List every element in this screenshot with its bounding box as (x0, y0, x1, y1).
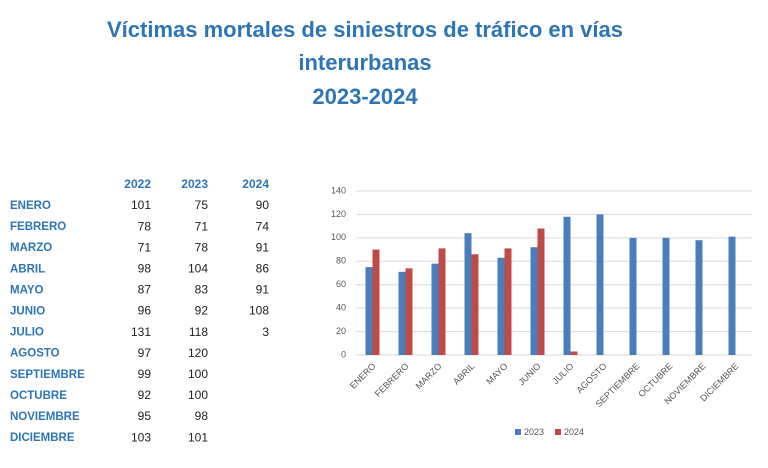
y-tick-label: 60 (336, 279, 346, 289)
table-cell: 100 (188, 367, 208, 381)
table-cell: 92 (138, 388, 152, 402)
table-cell: 75 (195, 198, 209, 212)
bar (431, 263, 439, 355)
month-label: AGOSTO (10, 348, 60, 360)
x-tick-label: MARZO (414, 361, 444, 391)
table-cell: 71 (195, 219, 209, 233)
table-cell: 103 (131, 430, 151, 444)
legend-label: 2024 (564, 427, 584, 437)
table-cell: 74 (256, 219, 270, 233)
month-label: MARZO (10, 242, 52, 254)
table-cell: 97 (138, 346, 152, 360)
table-cell: 87 (138, 283, 152, 297)
table-cell: 91 (256, 240, 270, 254)
table-cell: 118 (189, 325, 208, 339)
bar (504, 248, 512, 355)
y-tick-label: 20 (336, 326, 346, 336)
y-tick-label: 140 (331, 185, 346, 195)
table-cell: 101 (131, 198, 151, 212)
x-tick-label: AGOSTO (574, 361, 608, 395)
bar (596, 214, 604, 355)
bar (695, 240, 703, 355)
month-label: JULIO (10, 327, 44, 339)
bar (563, 216, 571, 355)
bar (728, 236, 736, 355)
x-tick-label: FEBRERO (373, 361, 411, 399)
bar (372, 249, 380, 355)
title-line: Víctimas mortales de siniestros de tráfi… (107, 17, 623, 42)
table-cell: 96 (138, 304, 152, 318)
table-cell: 90 (256, 198, 270, 212)
column-header: 2023 (181, 177, 208, 191)
title-line: 2023-2024 (312, 84, 418, 109)
x-tick-label: MAYO (484, 361, 509, 386)
month-label: ABRIL (10, 263, 45, 275)
x-tick-label: ENERO (348, 361, 378, 391)
table-cell: 78 (138, 219, 152, 233)
bar (497, 257, 505, 355)
legend-label: 2023 (524, 427, 544, 437)
bar (405, 268, 413, 355)
x-tick-label: JUNIO (516, 361, 542, 387)
table-cell: 101 (188, 430, 208, 444)
month-label: DICIEMBRE (10, 432, 75, 444)
bar (629, 237, 637, 355)
table-cell: 3 (262, 325, 269, 339)
table-cell: 98 (138, 261, 152, 275)
bar (662, 237, 670, 355)
month-label: ENERO (10, 200, 51, 212)
month-label: FEBRERO (10, 221, 66, 233)
table-cell: 98 (195, 409, 209, 423)
table-cell: 83 (195, 283, 209, 297)
table-cell: 95 (138, 409, 152, 423)
table-cell: 71 (138, 240, 152, 254)
x-tick-label: JULIO (550, 361, 575, 386)
y-tick-label: 100 (331, 232, 346, 242)
month-label: NOVIEMBRE (10, 411, 80, 423)
legend-swatch (515, 429, 521, 435)
table-cell: 92 (195, 304, 209, 318)
table-cell: 108 (249, 304, 269, 318)
column-header: 2022 (124, 177, 151, 191)
bar (537, 228, 545, 355)
table-cell: 86 (256, 261, 270, 275)
table-cell: 99 (138, 367, 152, 381)
bar (464, 233, 472, 355)
bar (471, 254, 479, 355)
bar (530, 247, 538, 355)
table-cell: 120 (188, 346, 208, 360)
legend-swatch (555, 429, 561, 435)
y-tick-label: 120 (331, 209, 346, 219)
y-tick-label: 40 (336, 303, 346, 313)
bar (398, 271, 406, 355)
table-cell: 131 (131, 325, 151, 339)
y-tick-label: 80 (336, 256, 346, 266)
column-header: 2024 (242, 177, 269, 191)
bar (438, 248, 446, 355)
bar (570, 351, 578, 355)
month-label: JUNIO (10, 306, 45, 318)
month-label: SEPTIEMBRE (10, 369, 85, 381)
month-label: OCTUBRE (10, 390, 67, 402)
y-tick-label: 0 (341, 349, 346, 359)
table-cell: 78 (195, 240, 209, 254)
month-label: MAYO (10, 284, 43, 296)
x-tick-label: ABRIL (451, 361, 476, 386)
table-cell: 100 (188, 388, 208, 402)
table-cell: 91 (256, 283, 270, 297)
table-cell: 104 (188, 261, 208, 275)
bar (365, 267, 373, 355)
title-line: interurbanas (298, 50, 431, 75)
